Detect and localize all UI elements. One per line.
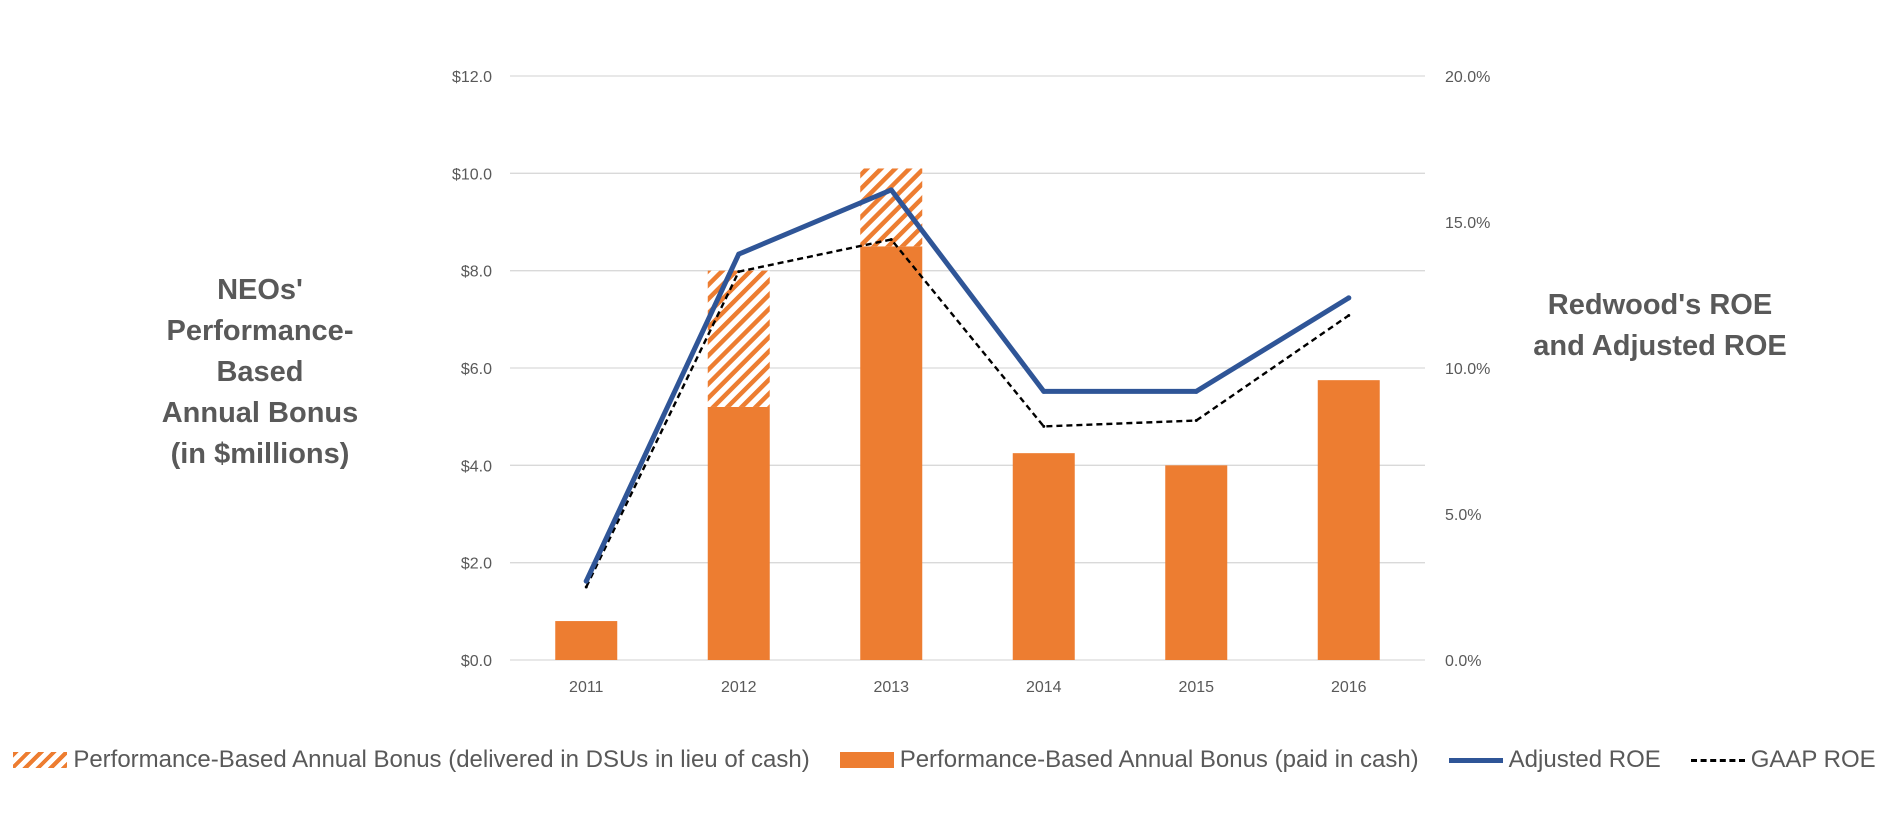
adjusted-roe-point-2015 <box>1193 388 1199 394</box>
bar-cash-2016 <box>1317 380 1380 660</box>
gaap-roe-point-2013 <box>889 238 893 242</box>
gaap-roe-line <box>585 238 1350 588</box>
bar-dsu-2013 <box>860 168 923 247</box>
x-tick-label-2011: 2011 <box>569 679 604 696</box>
legend-label-dsu: Performance-Based Annual Bonus (delivere… <box>73 746 810 773</box>
gaap-roe-point-2011 <box>584 585 588 589</box>
legend-swatch-cash <box>839 752 894 768</box>
bar-cash-2014 <box>1012 453 1075 660</box>
legend-item-adjusted-roe: Adjusted ROE <box>1448 746 1661 774</box>
left-axis-title: NEOs' Performance- Based Annual Bonus (i… <box>161 274 359 470</box>
left-tick-label-0: $0.0 <box>461 653 492 670</box>
x-tick-label-2015: 2015 <box>1178 679 1214 696</box>
legend-item-gaap-roe: GAAP ROE <box>1690 746 1876 774</box>
gaap-roe-point-2014 <box>1042 424 1046 428</box>
right-tick-label-2: 10.0% <box>1445 361 1490 378</box>
x-tick-label-2012: 2012 <box>721 679 757 696</box>
adjusted-roe-point-2012 <box>736 251 742 257</box>
bar-dsu-2012 <box>707 270 770 407</box>
legend-item-cash: Performance-Based Annual Bonus (paid in … <box>839 746 1419 774</box>
legend-label-adjusted-roe: Adjusted ROE <box>1508 746 1661 773</box>
adjusted-roe-line <box>583 187 1352 584</box>
adjusted-roe-point-2016 <box>1346 295 1352 301</box>
legend-swatch-adjusted-roe <box>1448 757 1503 763</box>
legend-swatch-dsu <box>13 752 68 768</box>
left-tick-label-2: $4.0 <box>461 458 492 475</box>
right-axis-title: Redwood's ROE and Adjusted ROE <box>1533 289 1787 362</box>
bar-cash-2015 <box>1165 465 1228 660</box>
legend: Performance-Based Annual Bonus (delivere… <box>0 740 1889 780</box>
gaap-roe-point-2016 <box>1347 313 1351 317</box>
tick-layer: $0.0 $2.0 $4.0 $6.0 $8.0 $10.0 $12.0 0.0% 5.0% 10… <box>452 69 1490 696</box>
legend-label-cash: Performance-Based Annual Bonus (paid in … <box>899 746 1419 773</box>
gaap-roe-point-2015 <box>1194 419 1198 423</box>
right-tick-label-3: 15.0% <box>1445 215 1490 232</box>
x-tick-label-2016: 2016 <box>1331 679 1367 696</box>
right-tick-label-1: 5.0% <box>1445 507 1481 524</box>
bar-layer <box>555 168 1380 661</box>
left-tick-label-1: $2.0 <box>461 556 492 573</box>
x-tick-label-2014: 2014 <box>1026 679 1062 696</box>
left-tick-label-5: $10.0 <box>452 166 492 183</box>
grid-layer <box>510 75 1425 661</box>
adjusted-roe-point-2011 <box>583 578 589 584</box>
legend-label-gaap-roe: GAAP ROE <box>1750 746 1876 773</box>
left-tick-label-3: $6.0 <box>461 361 492 378</box>
bar-cash-2013 <box>860 246 923 661</box>
x-tick-label-2013: 2013 <box>873 679 909 696</box>
left-tick-label-4: $8.0 <box>461 264 492 281</box>
adjusted-roe-point-2013 <box>888 187 894 193</box>
right-tick-label-0: 0.0% <box>1445 653 1481 670</box>
bar-cash-2012 <box>707 406 770 660</box>
gaap-roe-point-2012 <box>737 270 741 274</box>
right-tick-label-4: 20.0% <box>1445 69 1490 86</box>
line-layer <box>583 187 1352 589</box>
legend-swatch-gaap-roe <box>1690 758 1745 762</box>
bar-cash-2011 <box>555 621 618 660</box>
adjusted-roe-point-2014 <box>1041 388 1047 394</box>
left-tick-label-6: $12.0 <box>452 69 492 86</box>
legend-item-dsu: Performance-Based Annual Bonus (delivere… <box>13 746 810 774</box>
